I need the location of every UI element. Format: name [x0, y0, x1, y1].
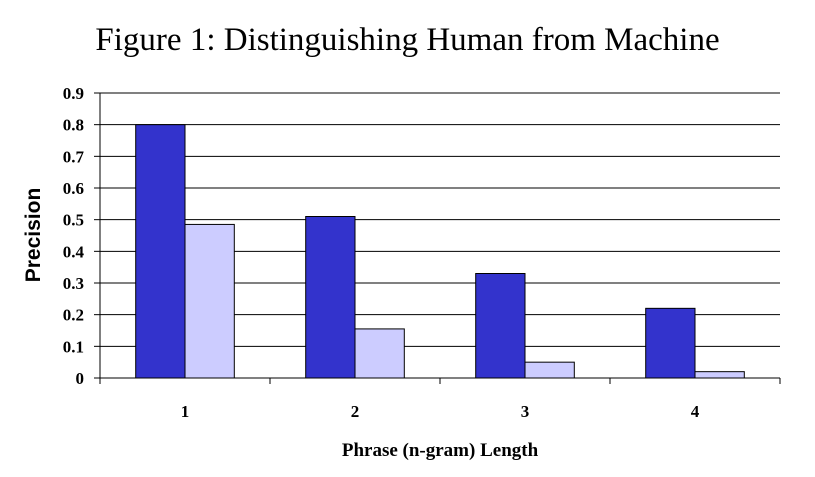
bars — [135, 124, 745, 379]
y-axis-title: Precision — [22, 188, 45, 283]
y-tick-label: 0.4 — [63, 242, 85, 261]
y-tick-label: 0.7 — [63, 147, 85, 166]
bar-series-1-1 — [135, 124, 186, 379]
x-tick-label: 2 — [351, 402, 360, 421]
y-tick-labels: 0 0.1 0.2 0.3 0.4 0.5 0.6 0.7 0.8 0.9 — [63, 84, 100, 388]
y-tick-label: 0 — [76, 369, 85, 388]
bar-series-1-4 — [645, 307, 696, 379]
bar-series-2-4 — [694, 371, 745, 379]
y-tick-label: 0.2 — [63, 306, 84, 325]
bar-series-2-1 — [184, 223, 235, 379]
y-tick-label: 0.6 — [63, 179, 84, 198]
x-tick-labels: 1 2 3 4 — [99, 378, 781, 421]
bar-series-2-3 — [524, 361, 575, 379]
y-tick-label: 0.3 — [63, 274, 84, 293]
y-tick-label: 0.1 — [63, 337, 84, 356]
x-tick-label: 4 — [691, 402, 700, 421]
bar-series-1-3 — [475, 273, 526, 379]
y-tick-label: 0.5 — [63, 211, 84, 230]
bar-series-1-2 — [305, 216, 356, 379]
x-tick-label: 1 — [181, 402, 190, 421]
y-tick-label: 0.9 — [63, 84, 84, 103]
x-tick-label: 3 — [521, 402, 530, 421]
y-tick-label: 0.8 — [63, 116, 84, 135]
x-axis-title: Phrase (n-gram) Length — [342, 440, 539, 461]
chart-title: Figure 1: Distinguishing Human from Mach… — [95, 22, 720, 58]
bar-series-2-2 — [354, 328, 405, 379]
